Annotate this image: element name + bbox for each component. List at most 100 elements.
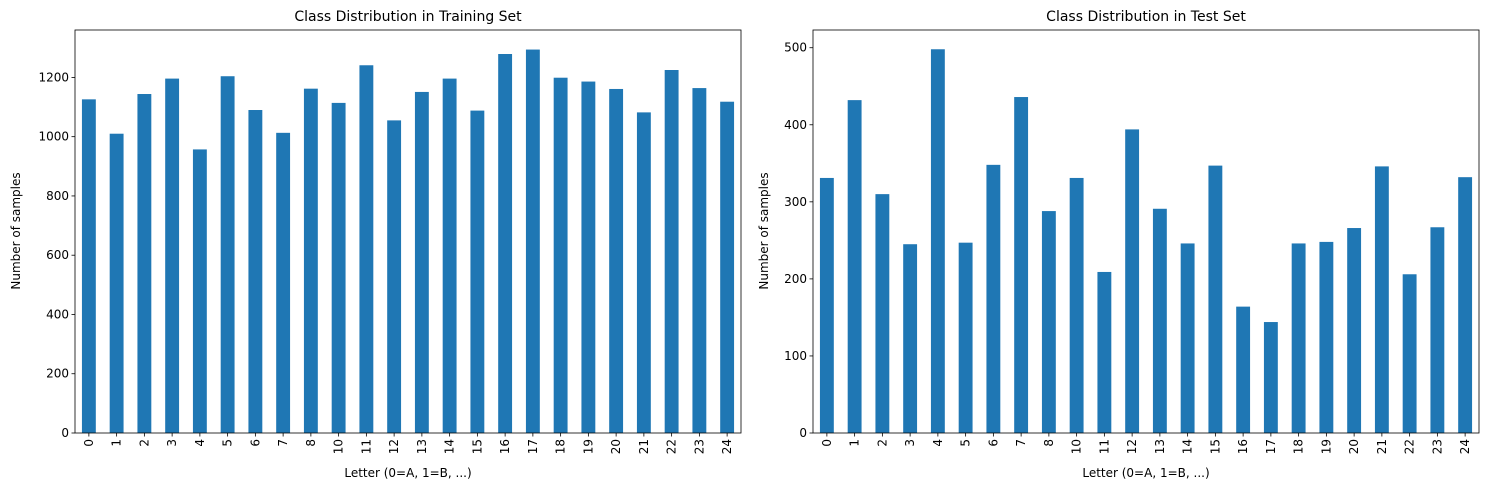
plot-frame [74, 29, 742, 434]
x-tick-label: 24 [720, 439, 734, 454]
x-tick-label: 0 [82, 439, 96, 447]
y-tick-label: 0 [799, 426, 807, 440]
bar-12 [387, 120, 402, 434]
bar-17 [1263, 322, 1278, 433]
bar-23 [692, 88, 707, 434]
x-tick-label: 17 [1264, 439, 1278, 454]
x-tick-label: 24 [1458, 439, 1472, 454]
bar-4 [192, 149, 207, 433]
bar-20 [1347, 228, 1362, 433]
chart-title: Class Distribution in Test Set [1046, 9, 1246, 25]
x-axis-ticks: 0 1 2 3 4 5 6 7 8 10 11 12 13 14 15 16 17 18 19 20 21 22 23 24 [820, 433, 1472, 454]
y-tick-label: 0 [61, 426, 69, 440]
y-tick-label: 400 [46, 307, 69, 321]
x-tick-label: 16 [498, 439, 512, 454]
x-tick-label: 1 [848, 439, 862, 447]
x-tick-label: 20 [1347, 439, 1361, 454]
bar-24 [1458, 177, 1473, 433]
x-tick-label: 21 [637, 439, 651, 454]
y-axis-label: Number of samples [9, 172, 23, 289]
x-tick-label: 18 [1292, 439, 1306, 454]
bar-15 [470, 110, 485, 433]
bar-8 [303, 88, 318, 433]
x-tick-label: 10 [332, 439, 346, 454]
x-tick-label: 1 [110, 439, 124, 447]
x-tick-label: 6 [986, 439, 1000, 447]
x-tick-label: 13 [415, 439, 429, 454]
test-set-chart: Class Distribution in Test Set 010020030… [757, 9, 1480, 480]
bar-10 [331, 102, 346, 433]
bar-7 [1014, 97, 1029, 433]
x-axis-label: Letter (0=A, 1=B, ...) [344, 466, 471, 480]
x-tick-label: 5 [959, 439, 973, 447]
x-tick-label: 13 [1153, 439, 1167, 454]
bar-0 [81, 99, 96, 433]
x-tick-label: 5 [221, 439, 235, 447]
bar-2 [875, 194, 890, 433]
bar-7 [276, 132, 291, 433]
x-tick-label: 2 [875, 439, 889, 447]
x-tick-label: 19 [581, 439, 595, 454]
bar-17 [525, 49, 540, 434]
bar-3 [165, 78, 180, 434]
y-axis-ticks: 0 200 400 600 800 1000 1200 [38, 70, 75, 440]
y-tick-label: 200 [784, 272, 807, 286]
x-tick-label: 8 [1042, 439, 1056, 447]
y-tick-label: 300 [784, 195, 807, 209]
x-tick-label: 20 [609, 439, 623, 454]
bar-12 [1125, 129, 1140, 433]
x-tick-label: 10 [1070, 439, 1084, 454]
bar-20 [609, 88, 624, 433]
bar-16 [1236, 306, 1251, 433]
x-tick-label: 0 [820, 439, 834, 447]
x-tick-label: 15 [470, 439, 484, 454]
y-tick-label: 200 [46, 367, 69, 381]
x-tick-label: 18 [554, 439, 568, 454]
bar-10 [1069, 177, 1084, 433]
bar-24 [720, 101, 735, 433]
bar-19 [1319, 241, 1334, 433]
bar-11 [1097, 271, 1112, 433]
x-tick-label: 7 [1014, 439, 1028, 447]
x-tick-label: 3 [903, 439, 917, 447]
bar-1 [847, 100, 862, 434]
bar-14 [442, 78, 457, 434]
bar-4 [930, 49, 945, 434]
bar-11 [359, 65, 374, 433]
bar-22 [1402, 274, 1417, 433]
bar-3 [903, 244, 918, 433]
bar-18 [1291, 243, 1306, 433]
bar-18 [553, 77, 568, 433]
x-tick-label: 4 [931, 439, 945, 447]
bar-14 [1180, 243, 1195, 433]
x-tick-label: 14 [1181, 439, 1195, 454]
x-tick-label: 22 [665, 439, 679, 454]
chart-title: Class Distribution in Training Set [294, 9, 522, 25]
y-tick-label: 600 [46, 248, 69, 262]
x-tick-label: 21 [1375, 439, 1389, 454]
y-tick-label: 800 [46, 189, 69, 203]
x-tick-label: 23 [692, 439, 706, 454]
bar-16 [498, 54, 513, 434]
x-tick-label: 12 [1125, 439, 1139, 454]
bar-6 [986, 164, 1001, 433]
bar-5 [958, 242, 973, 433]
x-tick-label: 7 [276, 439, 290, 447]
x-tick-label: 14 [443, 439, 457, 454]
bar-13 [414, 91, 429, 434]
bar-8 [1041, 211, 1056, 433]
x-tick-label: 12 [387, 439, 401, 454]
bar-group [81, 49, 735, 434]
y-tick-label: 1200 [38, 70, 69, 84]
bar-1 [109, 133, 124, 433]
bar-2 [137, 94, 152, 433]
x-tick-label: 11 [359, 439, 373, 454]
bar-15 [1208, 165, 1223, 433]
x-tick-label: 4 [193, 439, 207, 447]
y-tick-label: 400 [784, 118, 807, 132]
plot-frame [812, 29, 1480, 434]
x-tick-label: 3 [165, 439, 179, 447]
training-set-chart: Class Distribution in Training Set 02004… [9, 9, 742, 480]
y-tick-label: 100 [784, 349, 807, 363]
x-tick-label: 6 [248, 439, 262, 447]
